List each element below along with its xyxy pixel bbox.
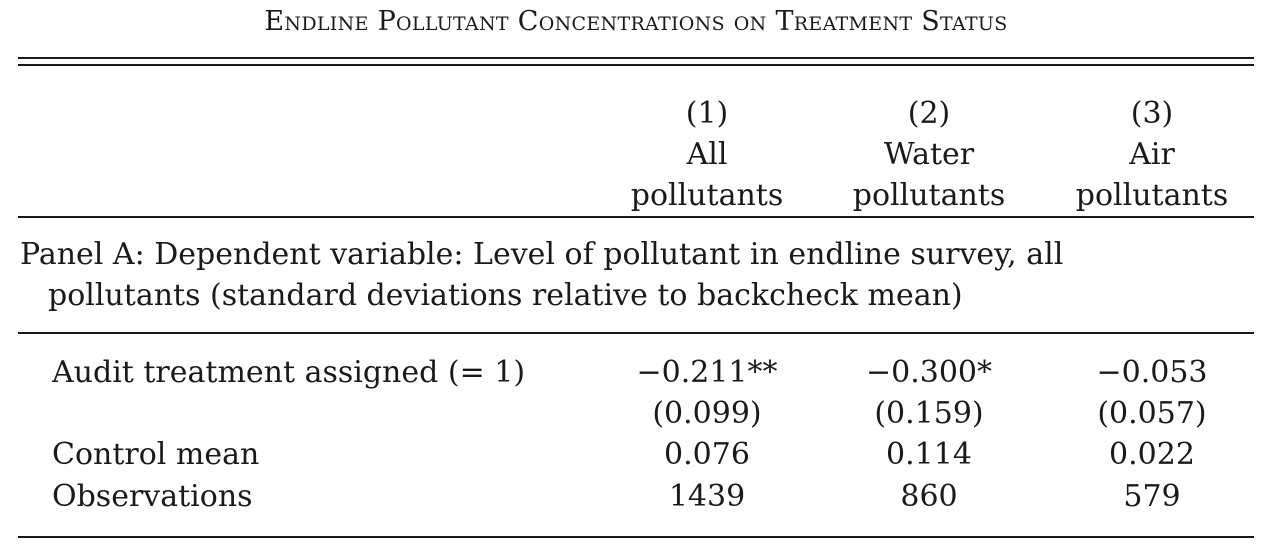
panel-rule (18, 332, 1254, 334)
bottom-rule (18, 536, 1254, 538)
control-mean-col1: 0.076 (664, 437, 750, 472)
control-mean-col3: 0.022 (1109, 437, 1195, 472)
panel-a-heading-line1: Panel A: Dependent variable: Level of po… (20, 237, 1064, 272)
column-1-header-line2: pollutants (630, 178, 784, 213)
top-double-rule-upper (18, 57, 1254, 59)
top-double-rule-lower (18, 64, 1254, 66)
observations-col1: 1439 (668, 479, 746, 514)
row-label-control-mean: Control mean (52, 437, 260, 472)
coef-col1: −0.211** (636, 355, 778, 390)
column-1-number: (1) (685, 96, 729, 131)
se-col1: (0.099) (652, 396, 762, 431)
column-3-header-line1: Air (1129, 137, 1175, 172)
se-col2: (0.159) (874, 396, 984, 431)
column-2-header-line2: pollutants (852, 178, 1006, 213)
header-rule (18, 216, 1254, 218)
observations-col2: 860 (900, 479, 958, 514)
observations-col3: 579 (1123, 479, 1181, 514)
column-2-header-line1: Water (883, 137, 975, 172)
row-label-audit-treatment: Audit treatment assigned (= 1) (52, 355, 526, 390)
table-title: Endline Pollutant Concentrations on Trea… (264, 6, 1008, 37)
panel-a-heading-line2: pollutants (standard deviations relative… (48, 278, 963, 313)
coef-col2: −0.300* (865, 355, 993, 390)
column-1-header-line1: All (686, 137, 728, 172)
coef-col3: −0.053 (1096, 355, 1208, 390)
column-2-number: (2) (907, 96, 951, 131)
panel-a-heading: Panel A: Dependent variable: Level of po… (20, 234, 1063, 316)
row-label-observations: Observations (52, 479, 253, 514)
se-col3: (0.057) (1097, 396, 1207, 431)
column-3-number: (3) (1130, 96, 1174, 131)
column-3-header-line2: pollutants (1075, 178, 1229, 213)
control-mean-col2: 0.114 (886, 437, 972, 472)
